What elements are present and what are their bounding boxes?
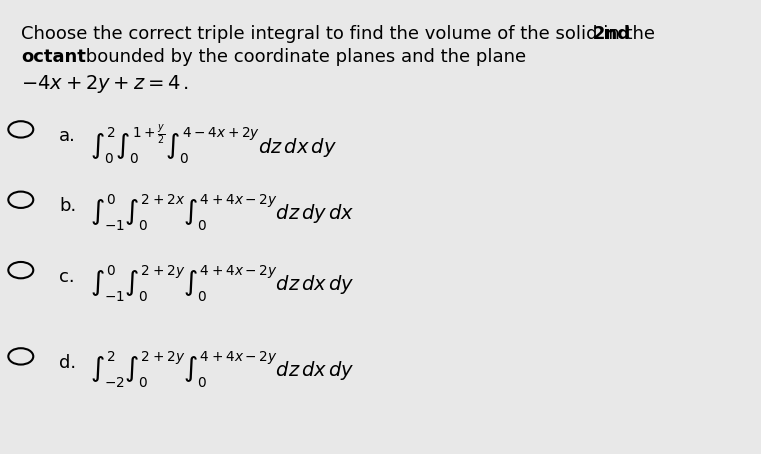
Text: $\int_0^2 \int_0^{1+\frac{y}{2}} \int_0^{4-4x+2y} dz\, dx\, dy$: $\int_0^2 \int_0^{1+\frac{y}{2}} \int_0^… — [90, 123, 337, 167]
Text: c.: c. — [59, 268, 75, 286]
Text: $\int_{-1}^{0} \int_0^{2+2y} \int_0^{4+4x-2y} dz\, dx\, dy$: $\int_{-1}^{0} \int_0^{2+2y} \int_0^{4+4… — [90, 263, 355, 304]
Text: $\int_{-1}^{0} \int_0^{2+2x} \int_0^{4+4x-2y} dz\, dy\, dx$: $\int_{-1}^{0} \int_0^{2+2x} \int_0^{4+4… — [90, 193, 355, 233]
Text: Choose the correct triple integral to find the volume of the solid in the: Choose the correct triple integral to fi… — [21, 25, 661, 43]
Text: bounded by the coordinate planes and the plane: bounded by the coordinate planes and the… — [80, 48, 526, 66]
Text: a.: a. — [59, 127, 76, 145]
Text: 2nd: 2nd — [593, 25, 631, 43]
Text: d.: d. — [59, 354, 76, 372]
Text: $\int_{-2}^{2} \int_0^{2+2y} \int_0^{4+4x-2y} dz\, dx\, dy$: $\int_{-2}^{2} \int_0^{2+2y} \int_0^{4+4… — [90, 350, 355, 390]
Text: octant: octant — [21, 48, 86, 66]
Text: b.: b. — [59, 197, 76, 216]
Text: $-4x + 2y + z = 4\,.$: $-4x + 2y + z = 4\,.$ — [21, 73, 189, 94]
